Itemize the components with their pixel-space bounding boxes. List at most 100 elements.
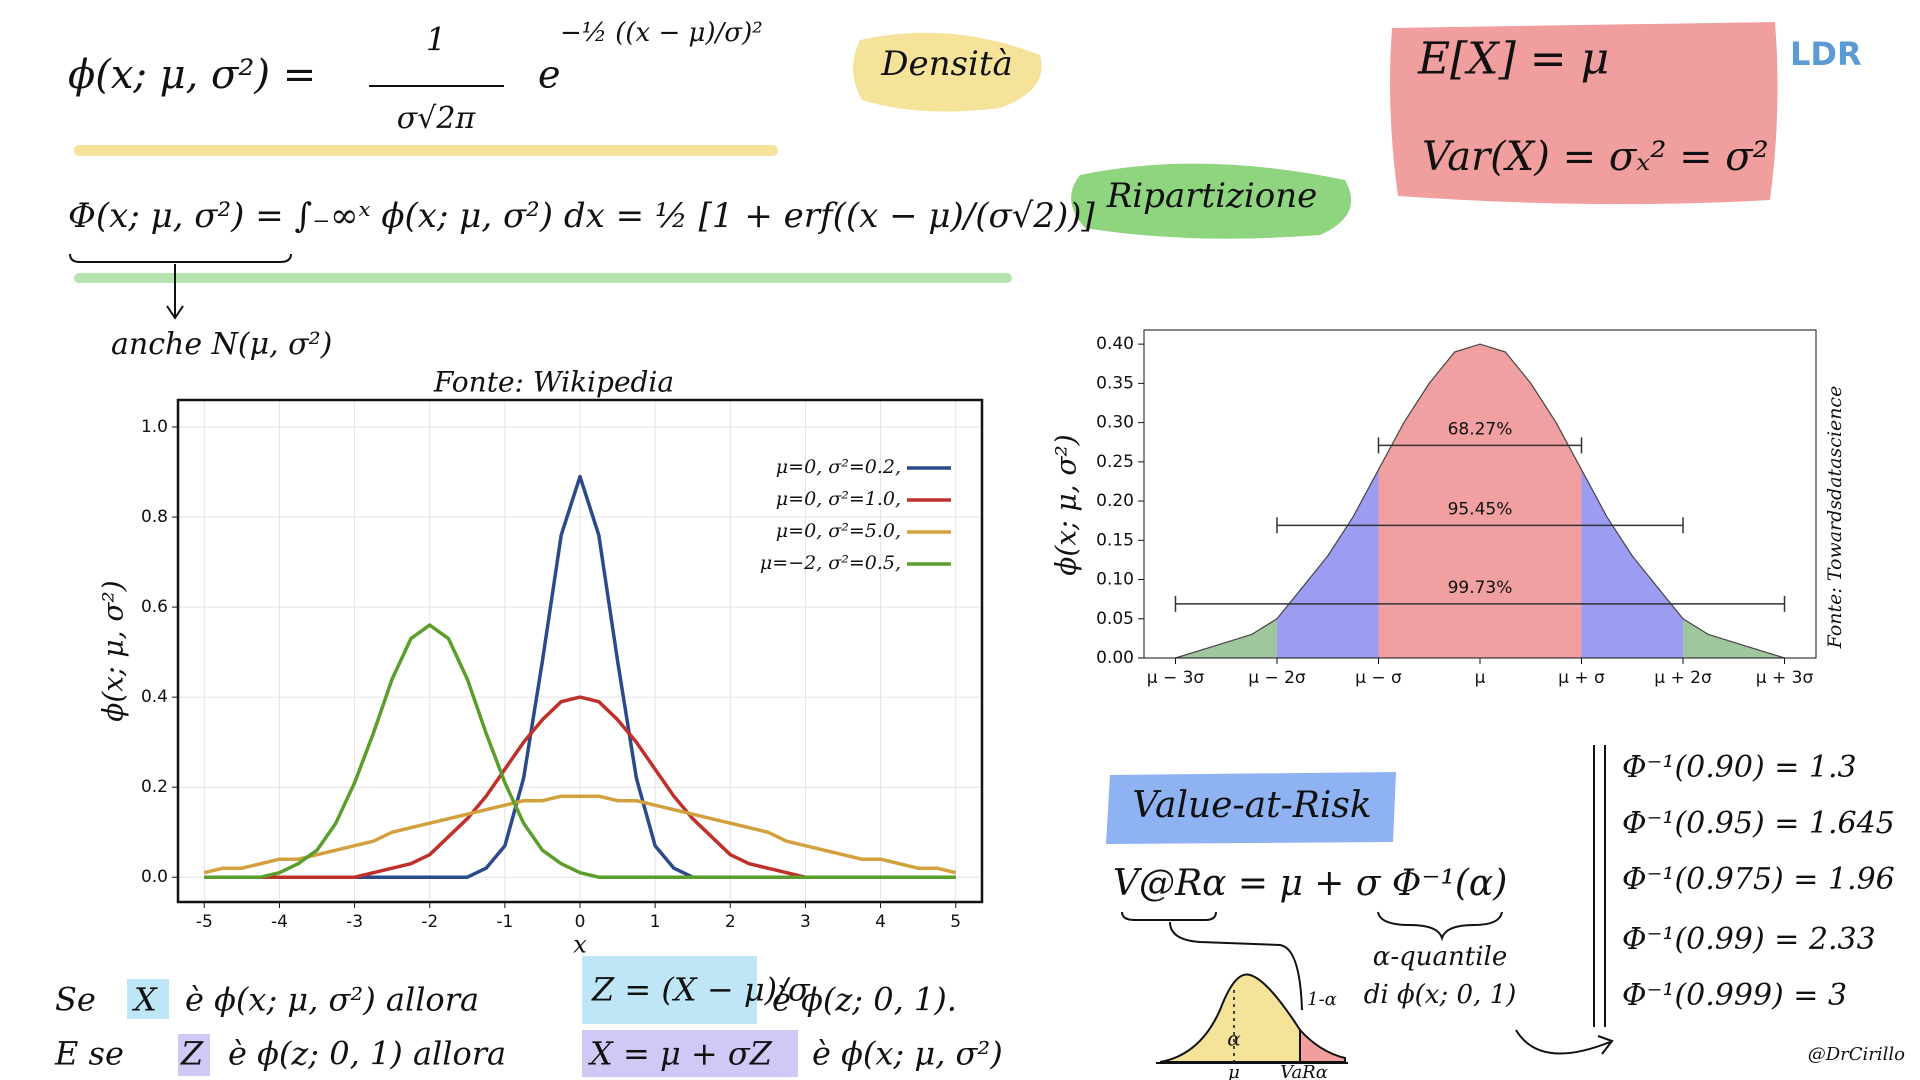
x-tick-label: μ + 3σ [1756,668,1814,688]
formula: e [538,53,561,97]
highlight [582,1030,798,1077]
x-tick-label: 4 [875,912,886,932]
note: di ϕ(x; 0, 1) [1364,980,1517,1010]
standardization: Se X è ϕ(x; μ, σ²) allora Z = (X − μ)/σ … [54,971,1003,1073]
overbrace [1377,911,1503,942]
x-tick-label: -2 [421,912,438,932]
formula: −½ ((x − μ)/σ)² [560,18,763,48]
label-blob [1106,772,1396,844]
plot-frame [176,398,984,904]
interval-label: 95.45% [1448,499,1513,519]
area-region [1683,618,1785,658]
quantile: Φ⁻¹(0.999) = 3 [1622,978,1847,1013]
underbrace [69,253,292,263]
sentence-part: E se [54,1035,124,1073]
sentence-part: Z = (X − μ)/σ [591,971,811,1009]
x-tick-label: -5 [196,912,213,932]
y-tick-label: 0.20 [1096,491,1134,511]
quantile: Φ⁻¹(0.95) = 1.645 [1622,806,1895,841]
formula: ϕ(x; μ, σ²) = [68,52,316,98]
logo: LDR [1790,35,1862,73]
highlight [127,979,169,1019]
x-tick-label: -1 [496,912,513,932]
sentence-part: Se [55,981,96,1019]
x-tick-label: μ + σ [1558,668,1605,688]
x-tick-label: μ [1475,668,1486,688]
y-tick-label: 0.30 [1096,413,1134,433]
x-tick-label: 5 [950,912,961,932]
sentence-part: è ϕ(z; 0, 1). [772,981,957,1019]
chart-title: Fonte: Wikipedia [433,366,674,399]
formula: Var(X) = σₓ² = σ² [1422,134,1769,180]
x-tick-label: μ − 2σ [1248,668,1306,688]
y-tick-label: 0.00 [1096,648,1134,668]
area-region [1175,618,1277,658]
highlight [74,273,1012,283]
formula: 1 [426,21,446,59]
label-blob [852,32,1042,112]
note: α-quantile [1373,942,1507,972]
x-tick-label: 3 [800,912,811,932]
quantile: Φ⁻¹(0.90) = 1.3 [1622,750,1857,785]
y-tick-label: 0.15 [1096,530,1134,550]
sentence-part: è ϕ(x; μ, σ²) [812,1035,1003,1073]
source-note: Fonte: Towardsdatascience [1824,386,1846,650]
x-tick-label: μ + 2σ [1654,668,1712,688]
arrow [1515,1029,1614,1055]
y-tick-label: 0.8 [141,507,168,527]
series-line [204,623,956,879]
x-tick-label: 0 [575,912,586,932]
quantile: Φ⁻¹(0.99) = 2.33 [1622,922,1876,957]
y-tick-label: 0.05 [1096,609,1134,629]
sketch-label: μ [1228,1062,1240,1080]
legend-label: μ=0, σ²=0.2, [776,456,901,478]
x-tick-label: 2 [725,912,736,932]
formula: E[X] = μ [1417,34,1609,85]
arrow [1169,921,1303,1011]
sentence-part: X [131,981,158,1019]
quantile: Φ⁻¹(0.975) = 1.96 [1622,862,1895,897]
signature: @DrCirillo [1808,1044,1905,1065]
x-tick-label: μ − 3σ [1147,668,1205,688]
curve [1175,343,1785,659]
y-axis-label: ϕ(x; μ, σ²) [1050,434,1083,575]
sketch-label: 1-α [1307,989,1337,1010]
formula: Φ(x; μ, σ²) = ∫₋∞ˣ ϕ(x; μ, σ²) dx = ½ [1… [68,196,1096,236]
highlight [178,1034,210,1076]
highlight [582,956,757,1024]
sketch-label: α [1227,1027,1241,1051]
var-sketch [1159,973,1301,1063]
quantile-list: Φ⁻¹(0.90) = 1.3 Φ⁻¹(0.95) = 1.645 Φ⁻¹(0.… [1622,750,1895,1013]
y-tick-label: 0.2 [141,777,168,797]
underbrace [1121,911,1217,921]
arrow [166,264,184,320]
y-tick-label: 0.10 [1096,570,1134,590]
y-tick-label: 1.0 [141,417,168,437]
highlight [74,145,778,156]
y-tick-label: 0.40 [1096,334,1134,354]
sentence-part: X = μ + σZ [587,1035,773,1073]
formula: V@Rα = μ + σ Φ⁻¹(α) [1113,863,1507,904]
y-tick-label: 0.25 [1096,452,1134,472]
sentence-part: è ϕ(z; 0, 1) allora [228,1035,506,1073]
legend-label: μ=0, σ²=5.0, [776,520,901,542]
x-tick-label: 1 [650,912,661,932]
section-label: Value-at-Risk [1132,785,1371,826]
sketch-label: VaRα [1280,1062,1328,1080]
y-tick-label: 0.6 [141,597,168,617]
y-tick-label: 0.4 [141,687,168,707]
note: anche N(μ, σ²) [111,327,332,362]
section-label: Densità [880,44,1013,84]
plot-frame [1143,329,1817,659]
sentence-part: è ϕ(x; μ, σ²) allora [185,981,479,1019]
var-sketch [1299,1027,1346,1063]
interval-label: 99.73% [1448,578,1513,598]
moments-box [1390,22,1778,205]
formula: σ√2π [397,101,477,136]
legend-label: μ=−2, σ²=0.5, [760,552,901,574]
y-tick-label: 0.0 [141,867,168,887]
x-axis-label: x [573,931,587,959]
x-tick-label: μ − σ [1355,668,1402,688]
